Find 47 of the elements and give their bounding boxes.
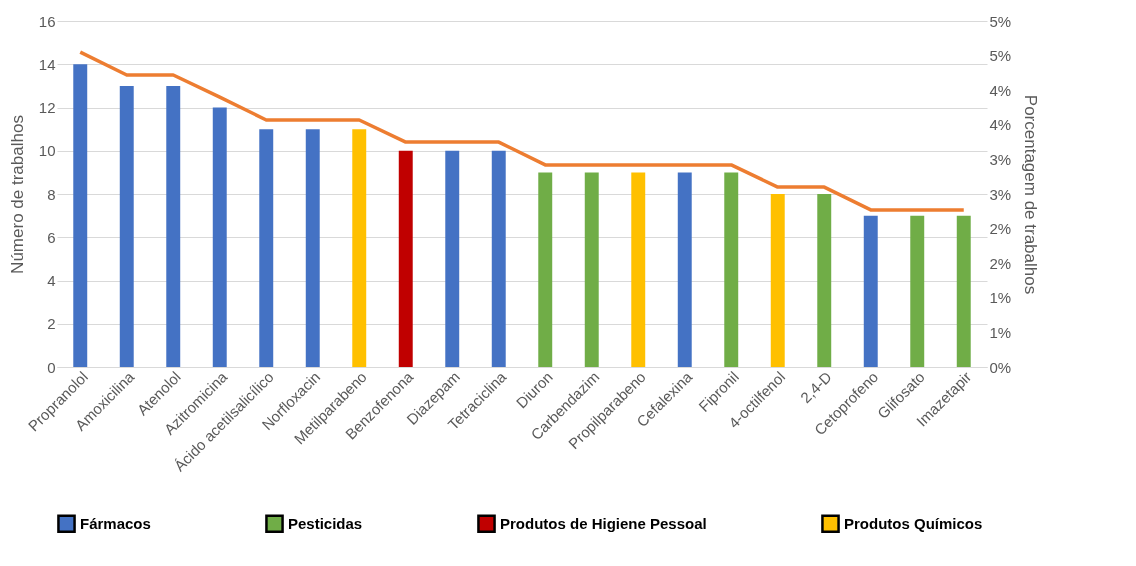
y2-tick-label: 1% xyxy=(989,289,1012,307)
legend-label: Pesticidas xyxy=(288,514,363,532)
bar xyxy=(677,172,692,367)
y2-tick-label: 3% xyxy=(989,185,1012,203)
bar xyxy=(817,194,832,367)
y-tick-label: 0 xyxy=(47,358,56,376)
y-tick-label: 16 xyxy=(38,12,56,30)
bar xyxy=(259,129,274,367)
legend-label: Produtos de Higiene Pessoal xyxy=(500,514,707,532)
y2-tick-label: 2% xyxy=(989,220,1012,238)
y2-axis-title: Porcentagem de trabalhos xyxy=(1021,94,1041,295)
y-tick-label: 2 xyxy=(47,315,56,333)
y-tick-label: 10 xyxy=(38,142,56,160)
y2-tick-label: 2% xyxy=(989,254,1012,272)
y2-tick-label: 4% xyxy=(989,81,1012,99)
bar xyxy=(863,215,878,367)
bar xyxy=(398,150,413,367)
bar xyxy=(910,215,925,367)
bar xyxy=(538,172,553,367)
y-tick-label: 4 xyxy=(47,272,56,289)
line-series xyxy=(78,50,966,212)
legend-label: Produtos Químicos xyxy=(844,514,983,532)
bar xyxy=(166,85,181,367)
y2-tick-label: 0% xyxy=(989,358,1012,376)
bar xyxy=(119,85,134,367)
bar xyxy=(770,194,785,367)
y-tick-label: 12 xyxy=(38,99,56,116)
bar xyxy=(305,129,320,367)
y-tick-label: 8 xyxy=(47,185,56,203)
y-tick-label: 6 xyxy=(47,228,56,246)
bar xyxy=(491,150,506,367)
legend-label: Fármacos xyxy=(80,514,151,532)
y2-tick-label: 1% xyxy=(989,323,1012,341)
bar xyxy=(445,150,460,367)
bar xyxy=(631,172,646,367)
y-axis-title: Número de trabalhos xyxy=(7,115,27,274)
y2-tick-label: 4% xyxy=(989,116,1012,134)
bar xyxy=(956,215,971,367)
bar xyxy=(724,172,739,367)
bar xyxy=(352,129,367,367)
y-tick-label: 14 xyxy=(38,55,56,73)
y2-tick-label: 5% xyxy=(989,12,1012,30)
y2-tick-label: 3% xyxy=(989,150,1012,168)
y2-tick-label: 5% xyxy=(989,47,1012,65)
bar xyxy=(73,64,88,367)
bar xyxy=(212,107,227,367)
bar xyxy=(584,172,599,367)
